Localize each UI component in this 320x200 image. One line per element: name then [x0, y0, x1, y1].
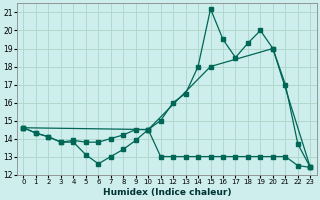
X-axis label: Humidex (Indice chaleur): Humidex (Indice chaleur)	[103, 188, 231, 197]
